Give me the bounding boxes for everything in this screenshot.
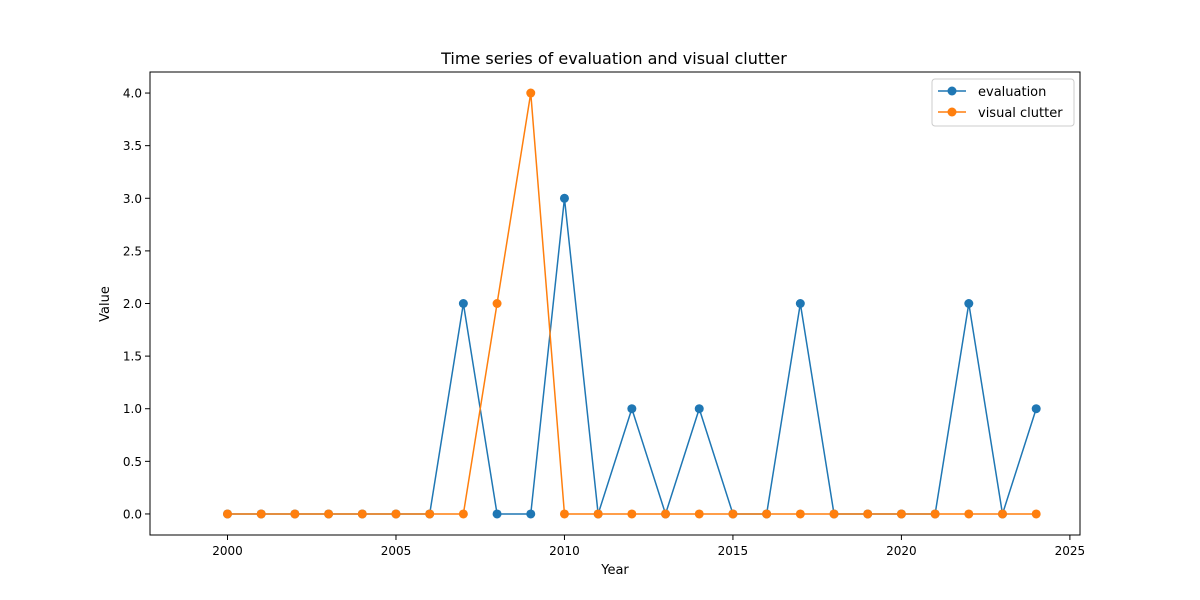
y-tick-label: 2.5 [123,244,142,258]
data-point-visual-clutter [829,509,839,519]
y-tick-label: 3.5 [123,139,142,153]
data-point-visual-clutter [627,509,637,519]
data-point-evaluation [964,299,974,308]
data-point-visual-clutter [1031,509,1041,519]
y-tick-label: 4.0 [123,87,142,101]
y-tick-label: 1.0 [123,402,142,416]
chart-title: Time series of evaluation and visual clu… [440,49,787,68]
legend: evaluation visual clutter [931,78,1075,127]
data-point-visual-clutter [425,509,435,519]
x-tick-label: 2010 [549,544,580,558]
legend-frame [931,78,1075,127]
data-point-visual-clutter [357,509,367,519]
data-point-visual-clutter [559,509,569,519]
data-point-evaluation [795,299,805,308]
data-point-visual-clutter [863,509,873,519]
data-point-evaluation [559,193,569,203]
y-tick-label: 0.5 [123,455,142,469]
y-tick-label: 0.0 [123,507,142,521]
x-axis-label: Year [600,563,629,578]
data-point-visual-clutter [661,509,671,519]
data-point-visual-clutter [998,509,1007,519]
data-point-evaluation [492,509,502,519]
x-tick-label: 2020 [886,544,917,558]
data-point-visual-clutter [526,88,536,98]
legend-marker-evaluation [947,86,957,96]
legend-label-evaluation: evaluation [978,85,1046,100]
data-point-visual-clutter [223,509,232,519]
data-point-visual-clutter [256,509,266,519]
x-tick-label: 2025 [1055,544,1086,558]
data-point-visual-clutter [728,509,738,519]
data-point-visual-clutter [458,509,468,519]
data-point-visual-clutter [930,509,940,519]
y-tick-label: 1.5 [123,350,142,364]
data-point-evaluation [526,509,536,519]
data-point-evaluation [1031,404,1041,414]
x-tick-label: 2000 [212,544,243,558]
y-tick-label: 2.0 [123,297,142,311]
data-point-visual-clutter [694,509,704,519]
data-point-evaluation [458,299,468,308]
x-tick-label: 2015 [718,544,749,558]
data-point-visual-clutter [324,509,334,519]
x-axis-ticks: 2000 2005 2010 2015 2020 2025 [212,535,1085,558]
y-axis-ticks: 0.0 0.5 1.0 1.5 2.0 2.5 3.0 3.5 4.0 [123,87,150,521]
series-layer [223,88,1041,519]
plot-frame [149,71,1081,536]
data-point-evaluation [694,404,704,414]
data-point-visual-clutter [762,509,772,519]
data-point-visual-clutter [492,299,502,308]
data-point-visual-clutter [896,509,906,519]
y-tick-label: 3.0 [123,192,142,206]
data-point-visual-clutter [290,509,300,519]
data-point-evaluation [627,404,637,414]
legend-marker-visual-clutter [947,107,957,117]
data-point-visual-clutter [391,509,401,519]
legend-label-visual-clutter: visual clutter [978,106,1063,121]
data-point-visual-clutter [964,509,974,519]
data-point-visual-clutter [795,509,805,519]
data-point-visual-clutter [593,509,603,519]
y-axis-label: Value [98,286,113,322]
x-tick-label: 2005 [381,544,412,558]
